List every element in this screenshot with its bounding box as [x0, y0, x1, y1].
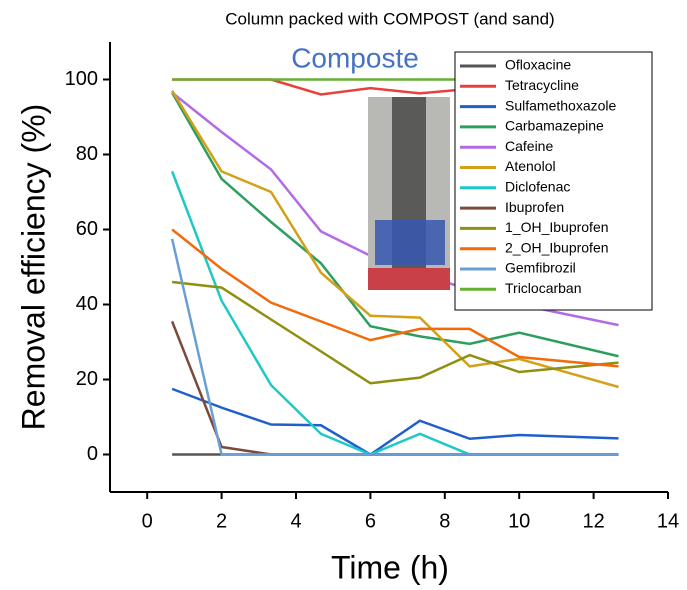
- x-tick-label: 4: [290, 510, 301, 532]
- legend: Ofloxacine Tetracycline Sulfamethoxazole Ca…: [454, 51, 653, 311]
- y-axis-label: Removal efficiency (%): [15, 104, 51, 431]
- legend-label: 2_OH_Ibuprofen: [505, 239, 609, 255]
- series-line: [171, 90, 619, 389]
- legend-label: Ofloxacine: [505, 57, 571, 73]
- x-axis-label: Time (h): [331, 549, 449, 585]
- chart-title: Column packed with COMPOST (and sand): [225, 9, 554, 28]
- x-tick-label: 6: [365, 510, 376, 532]
- legend-label: Gemfibrozil: [505, 260, 576, 276]
- series-line: [171, 280, 619, 385]
- axes: 0 20 40 60 80 100 0 2 4 6 8 10 12 14: [65, 42, 679, 532]
- y-tick-label: 40: [76, 293, 98, 315]
- series-line: [170, 238, 619, 456]
- legend-label: 1_OH_Ibuprofen: [505, 219, 609, 235]
- series-line: [171, 92, 619, 358]
- legend-label: Triclocarban: [505, 280, 582, 296]
- x-tick-label: 0: [142, 510, 153, 532]
- x-tick-label: 14: [657, 510, 679, 532]
- lines: [170, 78, 619, 456]
- y-tick-label: 60: [76, 218, 98, 240]
- legend-label: Diclofenac: [505, 179, 570, 195]
- series-line: [171, 228, 619, 368]
- y-tick-label: 100: [65, 68, 98, 90]
- legend-label: Ibuprofen: [505, 199, 564, 215]
- x-tick-label: 8: [439, 510, 450, 532]
- annotation: Composte: [291, 42, 419, 73]
- y-tick-label: 0: [87, 443, 98, 465]
- legend-label: Sulfamethoxazole: [505, 97, 617, 113]
- legend-label: Tetracycline: [505, 77, 579, 93]
- legend-label: Carbamazepine: [505, 118, 604, 134]
- y-tick-label: 80: [76, 143, 98, 165]
- legend-label: Cafeine: [505, 138, 553, 154]
- x-tick-label: 2: [216, 510, 227, 532]
- photo: [368, 97, 450, 290]
- x-tick-label: 12: [582, 510, 604, 532]
- y-tick-label: 20: [76, 368, 98, 390]
- legend-label: Atenolol: [505, 158, 556, 174]
- x-tick-label: 10: [508, 510, 530, 532]
